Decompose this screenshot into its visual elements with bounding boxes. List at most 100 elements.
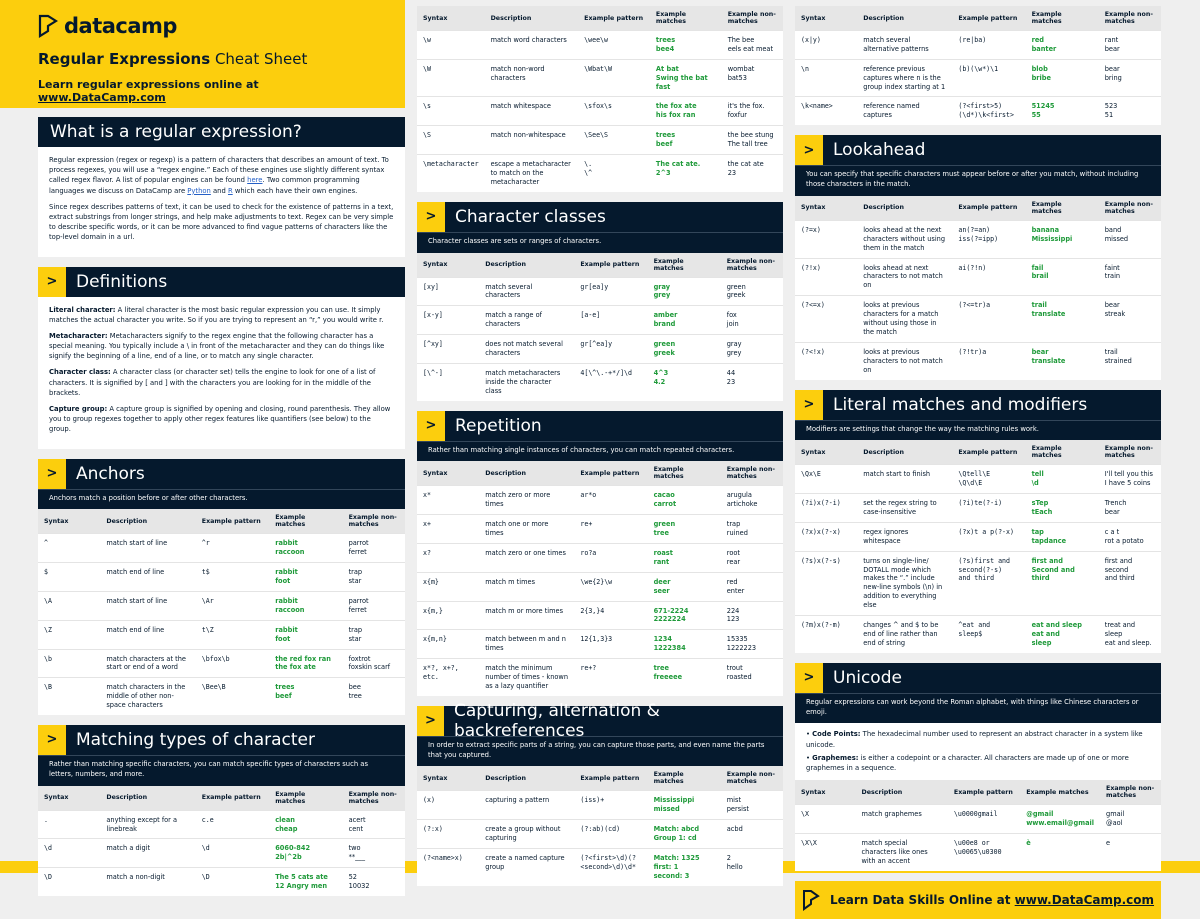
- cell: x+: [417, 514, 480, 544]
- text: The hexadecimal number used to represent…: [806, 730, 1143, 749]
- cell: c.e: [195, 809, 270, 839]
- cell: x{m}: [417, 571, 480, 602]
- cell: match non-whitespace: [484, 125, 579, 155]
- section: > Literal matches and modifiers Modifiers …: [795, 389, 1161, 653]
- cell: (?<=x): [795, 295, 858, 343]
- section: > Definitions Literal character: A literal…: [38, 266, 405, 449]
- cell: bee tree: [342, 677, 405, 715]
- bullet: • Graphemes: is either a codepoint or a …: [806, 753, 1129, 772]
- cell: trees bee4: [649, 30, 722, 60]
- term: Code Points:: [812, 730, 861, 739]
- link[interactable]: R: [227, 186, 233, 195]
- header-row: Syntax Description Example pattern Example …: [417, 6, 783, 31]
- header-cell: Example matches: [269, 785, 343, 811]
- row: (x|y) match several alternative patterns(…: [795, 30, 1161, 60]
- cell: x{m,}: [417, 600, 480, 630]
- chevron: >: [795, 662, 823, 693]
- cell: trees beef: [269, 677, 343, 715]
- row: (?!x) looks ahead at next characters to n…: [795, 257, 1161, 296]
- cell: \we{2}\w: [574, 571, 648, 602]
- cell: match non-word characters: [484, 58, 579, 97]
- cell: At bat Swing the bat fast: [649, 58, 722, 97]
- cell: acert cent: [342, 809, 405, 839]
- cell: 2 hello: [720, 847, 783, 886]
- link[interactable]: www.DataCamp.com: [38, 91, 166, 104]
- cell: \Ar: [195, 590, 270, 621]
- cell: wombat bat53: [721, 58, 783, 97]
- cell: acbd: [720, 819, 783, 849]
- header-cell: Description: [484, 6, 579, 31]
- header-row: Syntax Description Example pattern Example …: [417, 461, 783, 486]
- chevron: >: [38, 724, 66, 755]
- section: > Capturing, alternation & backreferences…: [417, 701, 783, 886]
- header-cell: Example pattern: [195, 509, 270, 534]
- chevron: >: [795, 135, 823, 166]
- cell: \A: [38, 590, 101, 621]
- cell: parrot ferret: [342, 533, 405, 563]
- cell: root rear: [720, 542, 783, 573]
- row: (?s)x(?-s) turns on single-line/ DOTALL m…: [795, 550, 1161, 616]
- cell: trap star: [342, 619, 405, 650]
- cell: 6060-842 2b|^2b: [269, 838, 343, 868]
- cell: gray grey: [647, 276, 721, 306]
- header-cell: Example matches: [647, 766, 721, 791]
- row: \D match a non-digit \D The 5 cats ate 12 A…: [38, 867, 405, 897]
- term: Character class:: [49, 368, 111, 377]
- cell: first and Second and third: [1025, 550, 1099, 616]
- cell: \B: [38, 677, 101, 715]
- header-cell: Description: [100, 509, 196, 534]
- link[interactable]: here: [247, 176, 263, 185]
- cell: \n: [795, 58, 858, 97]
- title: Regular Expressions Cheat Sheet: [38, 50, 367, 68]
- row: \w match word characters \wee\w trees bee4 T…: [417, 30, 783, 60]
- row: ^ match start of line ^r rabbit raccoon parr…: [38, 533, 405, 563]
- cell: The 5 cats ate 12 Angry men: [269, 867, 343, 897]
- text: is either a codepoint or a character. Al…: [806, 753, 1129, 772]
- header-row: Syntax Description Example pattern Example …: [795, 440, 1161, 465]
- row: (?<=x) looks at previous characters for a…: [795, 295, 1161, 343]
- header-cell: Description: [855, 780, 948, 805]
- header-cell: Syntax: [38, 785, 101, 811]
- header-cell: Example non-matches: [1098, 195, 1161, 221]
- header-cell: Example non-matches: [342, 509, 405, 534]
- cell: \w: [417, 30, 485, 60]
- cell: bear streak: [1098, 295, 1161, 343]
- row: \b match characters at the start or end o…: [38, 648, 405, 678]
- title-rest: Cheat Sheet: [214, 50, 308, 68]
- header-cell: Example pattern: [947, 780, 1021, 805]
- section-title-text: Matching types of character: [76, 729, 315, 750]
- cell: (?<!x): [795, 341, 858, 380]
- section: What is a regular expression? Regular exp…: [38, 117, 405, 257]
- cell: blob bribe: [1025, 58, 1099, 97]
- header-cell: Example pattern: [574, 766, 648, 791]
- link[interactable]: www.DataCamp.com: [1014, 892, 1155, 907]
- row: (?:x) create a group without capturing (?:…: [417, 819, 783, 849]
- cell: x*: [417, 485, 480, 515]
- section-intro: You can specify that specific characters…: [795, 165, 1161, 196]
- section-intro: Character classes are sets or ranges of …: [417, 231, 783, 253]
- cell: (x): [417, 790, 480, 820]
- row: \s match whitespace \sfox\s the fox ate his…: [417, 96, 783, 126]
- header-cell: Description: [857, 6, 953, 31]
- cell: match the minimum number of times - know…: [479, 658, 575, 696]
- header-cell: Syntax: [795, 6, 858, 31]
- definition: Metacharacter: Metacharacters signify to…: [49, 331, 394, 362]
- header-cell: Example pattern: [578, 6, 650, 31]
- section-intro: Rather than matching single instances of…: [417, 440, 783, 462]
- cell: match start to finish: [857, 464, 953, 494]
- link[interactable]: Python: [187, 186, 211, 195]
- section: > Anchors Anchors match a position before …: [38, 458, 405, 715]
- row: [\^-] match metacharacters inside the cha…: [417, 362, 783, 401]
- row: [x-y] match a range of characters [a-e] amb…: [417, 305, 783, 335]
- cell: mist persist: [720, 790, 783, 820]
- cell: match special characters like ones with …: [855, 832, 948, 871]
- cell: re+?: [574, 658, 648, 696]
- table: Syntax Description Example pattern Example …: [417, 6, 783, 192]
- subtitle-text: Learn regular expressions online at: [38, 78, 259, 91]
- cell: the fox ate his fox ran: [649, 96, 722, 126]
- term: Literal character:: [49, 305, 116, 314]
- paragraph: Since regex describes patterns of text, …: [49, 202, 394, 243]
- cell: \b: [38, 648, 101, 678]
- cell: bear bring: [1098, 58, 1161, 97]
- cell: treat and sleep eat and sleep.: [1098, 615, 1161, 653]
